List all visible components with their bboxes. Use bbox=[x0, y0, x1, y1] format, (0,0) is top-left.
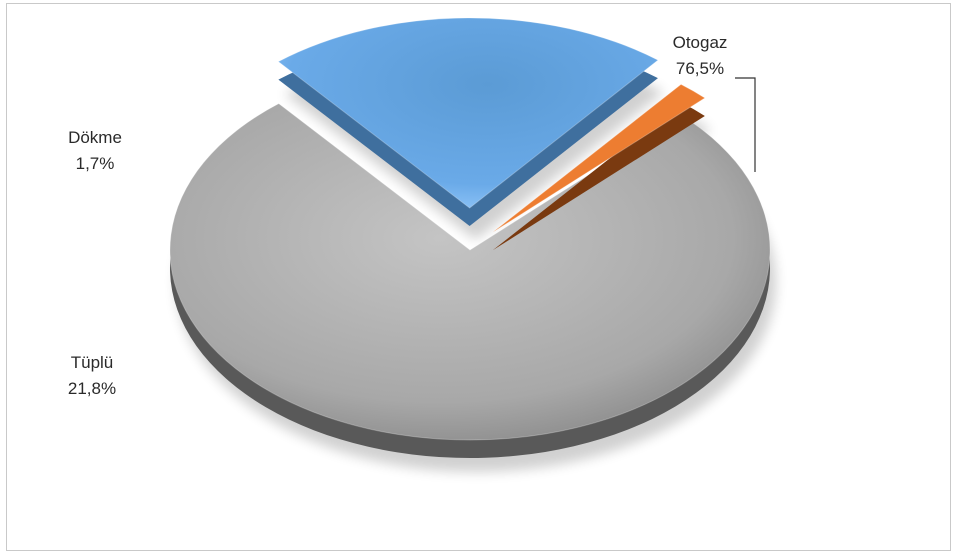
slice-dökme[interactable] bbox=[492, 83, 706, 233]
label-name-tüplü: Tüplü bbox=[71, 353, 114, 372]
slice-otogaz[interactable] bbox=[169, 103, 771, 441]
label-value-tüplü: 21,8% bbox=[68, 379, 116, 398]
slice-side-dökme bbox=[492, 102, 705, 251]
label-name-dökme: Dökme bbox=[68, 128, 122, 147]
leader-line-otogaz bbox=[735, 77, 756, 172]
slice-tüplü[interactable] bbox=[277, 17, 659, 209]
label-name-otogaz: Otogaz bbox=[673, 33, 728, 52]
label-value-otogaz: 76,5% bbox=[676, 59, 724, 78]
label-value-dökme: 1,7% bbox=[76, 154, 115, 173]
